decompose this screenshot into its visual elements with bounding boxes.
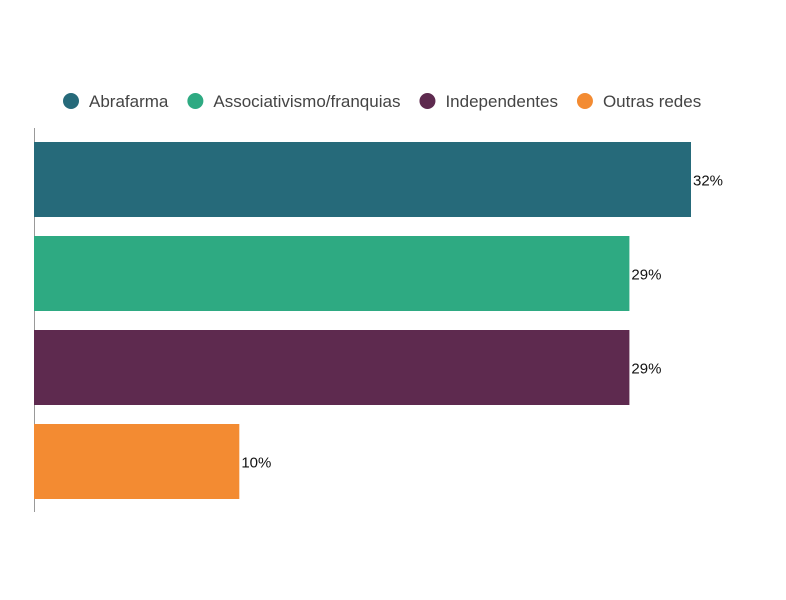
bar-value-label-1: 32% xyxy=(693,173,723,190)
bar-1 xyxy=(34,142,691,217)
bar-value-label-3: 29% xyxy=(631,361,661,378)
value-labels-group: 32% 29% 29% 10% xyxy=(241,173,723,472)
legend: Abrafarma Associativismo/franquias Indepen… xyxy=(63,92,701,111)
legend-label-3: Independentes xyxy=(445,92,558,111)
bar-value-label-2: 29% xyxy=(631,267,661,284)
legend-label-2: Associativismo/franquias xyxy=(213,92,400,111)
legend-label-4: Outras redes xyxy=(603,92,701,111)
bar-value-label-4: 10% xyxy=(241,455,271,472)
bar-4 xyxy=(34,424,240,499)
legend-marker-4 xyxy=(576,93,593,109)
legend-marker-1 xyxy=(63,93,79,109)
bar-2 xyxy=(34,236,630,311)
legend-label-1: Abrafarma xyxy=(89,92,169,111)
bars-group xyxy=(34,142,691,499)
bar-3 xyxy=(34,330,630,405)
legend-marker-2 xyxy=(187,93,204,109)
legend-marker-3 xyxy=(419,93,436,109)
